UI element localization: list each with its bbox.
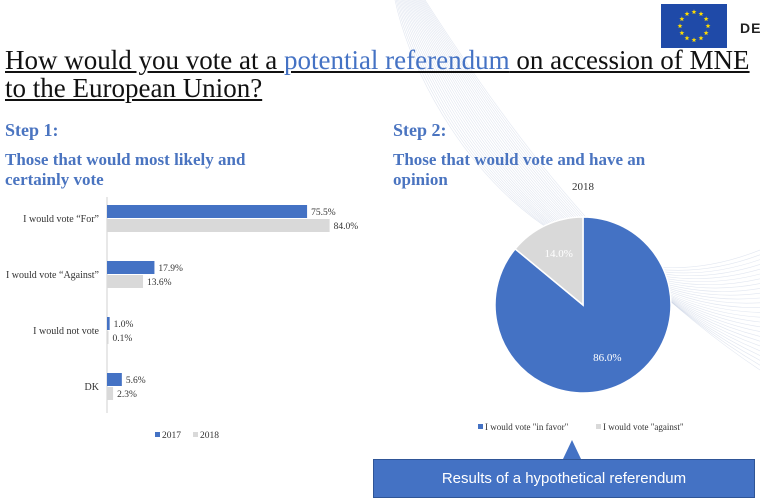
background-line (399, 0, 760, 279)
flag-star (684, 35, 690, 41)
bar-chart: I would vote “For” 75.5% 84.0% I would vote… (6, 197, 359, 441)
background-line (401, 0, 760, 285)
background-line (411, 0, 760, 318)
brand-text: DE (740, 20, 760, 36)
bar-2017 (107, 373, 122, 386)
background-line (415, 0, 760, 332)
pie-data-label: 86.0% (593, 352, 621, 364)
title-part-1: How would you vote at a (5, 45, 284, 75)
data-label: 13.6% (147, 278, 172, 288)
pie-chart: 2018 86.0% 14.0% I would vote "in favor" I w… (478, 181, 684, 432)
category-label: I would vote “Against” (6, 270, 99, 281)
arrow-up-icon (563, 440, 581, 459)
pie-legend-swatch (478, 424, 483, 429)
pie-title: 2018 (572, 181, 595, 193)
bar-2017 (107, 261, 155, 274)
flag-star (691, 37, 697, 43)
eu-flag-icon (661, 4, 727, 48)
bar-2018 (107, 387, 114, 400)
flag-star (684, 11, 690, 16)
legend-swatch (155, 432, 160, 437)
background-line (403, 0, 760, 289)
legend-swatch (193, 432, 198, 437)
title-highlight: potential referendum (283, 45, 510, 75)
legend-label: 2017 (162, 431, 181, 441)
background-line (413, 0, 760, 328)
background-line (398, 0, 760, 277)
bar-2017 (107, 205, 308, 218)
legend-label: 2018 (200, 431, 219, 441)
background-line (412, 0, 760, 323)
bar-2018 (107, 219, 330, 232)
background-line (410, 0, 760, 313)
background-line (405, 0, 760, 296)
step2-subheading: Those that would vote and have an opinio… (393, 150, 646, 189)
flag-star (703, 30, 709, 36)
background-line (404, 0, 760, 292)
background-line (406, 0, 760, 300)
page-title: How would you vote at a potential refere… (5, 46, 755, 102)
category-label: DK (85, 382, 100, 393)
step1-subheading: Those that would most likely and certain… (5, 150, 246, 189)
banner-label: Results of a hypothetical referendum (441, 470, 687, 487)
flag-star (679, 30, 685, 36)
step1-heading: Step 1: (5, 120, 59, 140)
category-label: I would not vote (33, 326, 99, 337)
flag-star (705, 23, 711, 29)
pie-legend-swatch (596, 424, 601, 429)
flag-star (698, 11, 704, 16)
flag-star (691, 9, 697, 15)
pie-data-label: 14.0% (544, 248, 572, 260)
pie-legend-label: I would vote "in favor" (485, 422, 569, 432)
data-label: 75.5% (311, 208, 336, 218)
flag-star (698, 35, 704, 41)
title-part-3: on accession of MNE to the European Unio… (5, 45, 750, 103)
bar-2018 (107, 275, 144, 288)
step2-heading: Step 2: (393, 120, 447, 140)
bar-2018 (107, 331, 109, 344)
flag-star (703, 16, 709, 22)
pie-slice (514, 216, 584, 307)
background-line (416, 0, 760, 337)
background-line (397, 0, 760, 274)
background-line (409, 0, 760, 308)
category-label: I would vote “For” (23, 214, 99, 225)
data-label: 1.0% (114, 320, 134, 330)
background-line (400, 0, 760, 282)
flag-star (679, 16, 685, 22)
bar-2017 (107, 317, 110, 330)
flag-star (677, 23, 683, 29)
data-label: 2.3% (117, 390, 137, 400)
pie-legend-label: I would vote "against" (603, 422, 684, 432)
pie-slice (494, 216, 672, 394)
results-banner: Results of a hypothetical referendum (373, 459, 755, 498)
data-label: 5.6% (126, 376, 146, 386)
data-label: 17.9% (158, 264, 183, 274)
data-label: 84.0% (334, 222, 359, 232)
data-label: 0.1% (113, 334, 133, 344)
